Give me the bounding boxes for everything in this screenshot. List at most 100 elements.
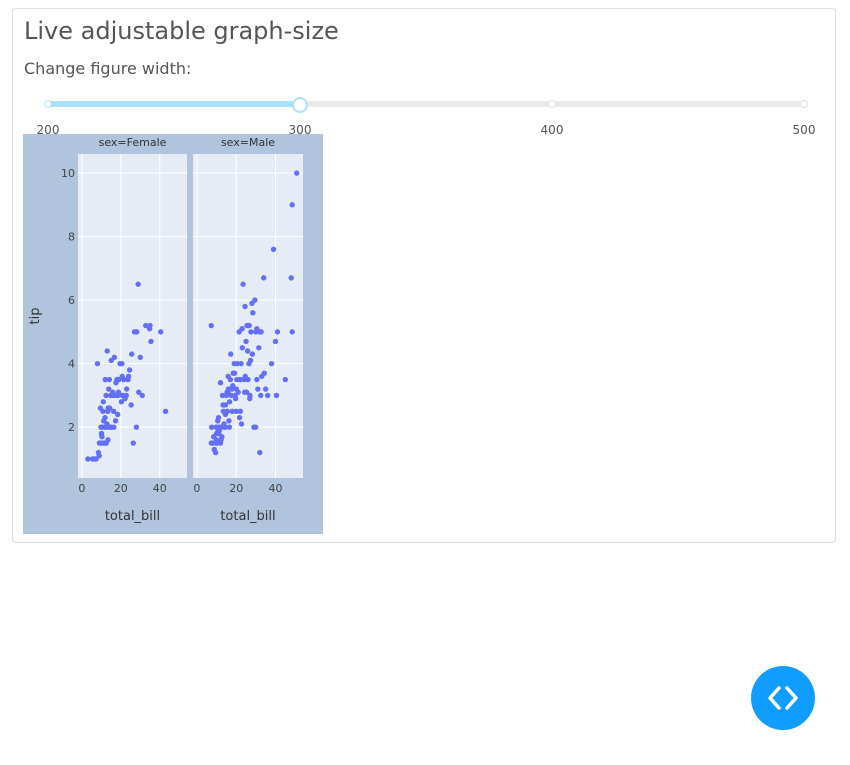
slider-mark-300[interactable]: 300 xyxy=(288,123,312,137)
slider-label: Change figure width: xyxy=(24,59,192,78)
data-point xyxy=(215,427,221,434)
data-point xyxy=(135,281,141,287)
slider-dot-200[interactable] xyxy=(44,100,52,108)
slider-dot-400[interactable] xyxy=(548,100,556,108)
y-tick-label: 6 xyxy=(68,294,75,307)
data-point xyxy=(289,202,295,208)
data-point xyxy=(111,424,117,430)
data-point xyxy=(240,281,246,287)
plot-area-2 xyxy=(193,154,303,478)
data-point xyxy=(119,360,125,367)
data-point xyxy=(217,380,224,386)
data-point xyxy=(208,322,214,329)
data-point xyxy=(213,440,219,446)
slider-rail[interactable] xyxy=(48,101,804,107)
data-point xyxy=(158,329,164,335)
app-card: Live adjustable graph-size Change figure… xyxy=(12,8,836,543)
data-point xyxy=(100,399,107,405)
data-point xyxy=(239,326,245,332)
code-toggle-button[interactable] xyxy=(751,666,815,730)
data-point xyxy=(222,411,229,418)
data-point xyxy=(110,408,117,414)
scatter-chart: 0 20 40 sex=Female total_bill 0 20 40 sex=Male to… xyxy=(28,136,303,524)
data-point xyxy=(247,395,253,402)
slider-dot-500[interactable] xyxy=(800,100,808,108)
data-point xyxy=(289,329,295,335)
data-point xyxy=(113,380,119,386)
slider-handle[interactable] xyxy=(292,97,308,113)
data-point xyxy=(143,322,149,329)
data-point xyxy=(133,424,140,430)
data-point xyxy=(112,418,119,424)
data-point xyxy=(108,392,114,399)
x-axis-label: total_bill xyxy=(220,509,275,524)
data-point xyxy=(229,386,235,392)
data-point xyxy=(274,329,281,335)
data-point xyxy=(130,440,136,446)
data-point xyxy=(262,386,269,392)
x-tick-label: 40 xyxy=(153,482,167,495)
data-point xyxy=(258,392,264,399)
data-point xyxy=(136,389,142,395)
page-title: Live adjustable graph-size xyxy=(24,17,339,45)
data-point xyxy=(105,405,111,411)
data-point xyxy=(220,402,226,408)
facet-title: sex=Female xyxy=(99,136,167,149)
data-point xyxy=(234,360,240,367)
data-point xyxy=(257,449,263,456)
data-point xyxy=(242,373,248,380)
data-point xyxy=(242,303,248,310)
data-point xyxy=(147,322,153,329)
data-point xyxy=(98,430,105,437)
data-point xyxy=(115,389,122,395)
data-point xyxy=(137,354,143,360)
data-point xyxy=(126,367,133,373)
data-point xyxy=(226,424,233,430)
data-point xyxy=(264,392,271,399)
data-point xyxy=(120,392,126,399)
data-point xyxy=(123,386,130,392)
y-tick-label: 4 xyxy=(68,358,75,371)
data-point xyxy=(246,322,252,329)
data-point xyxy=(98,424,104,430)
width-slider[interactable]: 200 300 400 500 xyxy=(37,93,815,137)
plot-area-1 xyxy=(78,154,187,478)
data-point xyxy=(85,456,91,462)
data-point xyxy=(273,392,280,399)
data-point xyxy=(111,354,118,360)
y-axis-label: tip xyxy=(28,308,43,325)
slider-mark-400[interactable]: 400 xyxy=(540,123,564,137)
data-point xyxy=(148,338,154,345)
data-point xyxy=(234,376,240,383)
data-point xyxy=(104,421,110,427)
data-point xyxy=(233,408,239,414)
data-point xyxy=(98,440,105,446)
slider-mark-500[interactable]: 500 xyxy=(792,123,816,137)
data-point xyxy=(270,246,277,252)
data-point xyxy=(103,392,109,399)
data-point xyxy=(106,386,112,392)
data-point xyxy=(139,392,145,399)
data-point xyxy=(225,373,231,380)
data-point xyxy=(224,389,230,395)
slider-track[interactable] xyxy=(48,101,300,107)
slider-mark-200[interactable]: 200 xyxy=(36,123,60,137)
data-point xyxy=(233,386,240,392)
data-point xyxy=(100,408,106,414)
data-point xyxy=(212,449,219,456)
data-point xyxy=(252,297,258,303)
data-point xyxy=(232,395,239,402)
data-point xyxy=(125,376,131,383)
data-point xyxy=(247,357,254,364)
data-point xyxy=(118,399,125,405)
x-tick-label: 20 xyxy=(114,482,128,495)
data-point xyxy=(94,360,101,367)
data-point xyxy=(228,351,234,357)
data-point xyxy=(237,408,244,414)
data-point xyxy=(258,329,264,335)
data-point xyxy=(282,376,289,383)
data-point xyxy=(249,351,256,357)
x-axis-label: total_bill xyxy=(105,509,160,524)
data-point xyxy=(248,329,254,335)
data-point xyxy=(208,424,215,430)
